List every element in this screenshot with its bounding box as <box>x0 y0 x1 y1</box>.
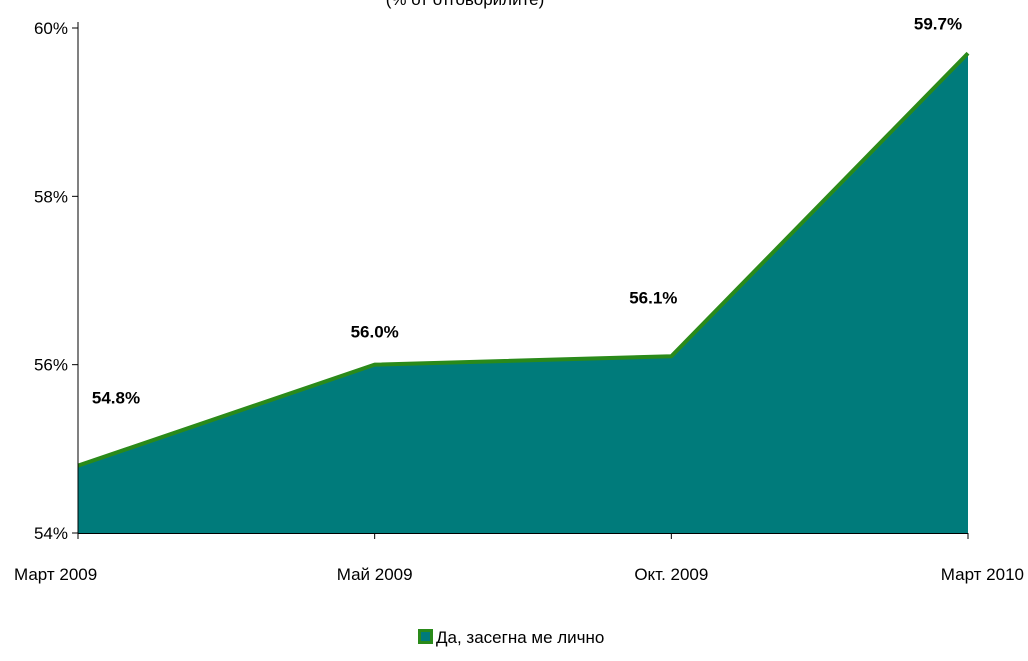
x-tick-label: Май 2009 <box>337 565 413 584</box>
data-labels: 54.8% 56.0% 56.1% 59.7% <box>92 14 962 407</box>
data-label: 56.0% <box>351 323 399 342</box>
y-tick-label: 54% <box>34 524 68 543</box>
y-tick-label: 58% <box>34 187 68 206</box>
chart-subtitle: (% от отговорилите) <box>386 0 545 9</box>
series-line <box>77 51 970 468</box>
area-fill <box>78 53 968 533</box>
axes: 54% 56% 58% 60% Март 2009 Май 2009 Окт. 2009 Ма… <box>14 19 1024 584</box>
legend-label: Да, засегна ме лично <box>436 628 604 647</box>
x-tick-label: Март 2009 <box>14 565 97 584</box>
legend-swatch-inner <box>421 632 430 641</box>
legend: Да, засегна ме лично <box>418 628 604 647</box>
y-tick-label: 60% <box>34 19 68 38</box>
x-tick-label: Март 2010 <box>941 565 1024 584</box>
data-label: 54.8% <box>92 389 140 408</box>
y-tick-label: 56% <box>34 356 68 375</box>
x-tick-label: Окт. 2009 <box>634 565 708 584</box>
data-label: 56.1% <box>629 288 677 307</box>
data-label: 59.7% <box>914 14 962 33</box>
plot-area <box>77 51 970 533</box>
